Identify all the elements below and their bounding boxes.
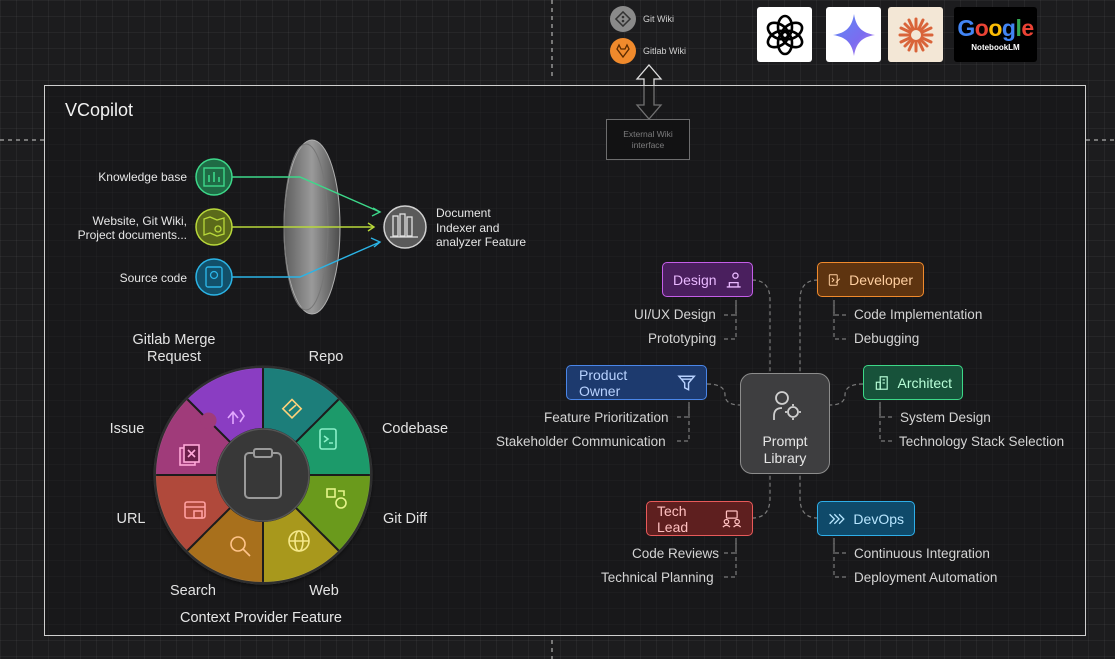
document-indexer-label: Document Indexer and analyzer Feature — [436, 206, 526, 250]
knowledge-base-icon — [195, 158, 233, 196]
merge-request-icon — [227, 409, 245, 424]
developer-item-2: Debugging — [854, 331, 920, 346]
issue-icon — [179, 444, 200, 466]
url-icon — [184, 501, 206, 519]
team-icon — [722, 509, 742, 527]
source-code-icon — [195, 258, 233, 296]
google-word: Google — [957, 15, 1034, 41]
doc-label-line1: Document — [436, 206, 491, 220]
issue-segment-knob — [200, 412, 217, 429]
gitlab-icon — [610, 38, 636, 64]
merge-request-label-line2: Request — [146, 349, 201, 365]
product-owner-role: Product Owner — [566, 365, 707, 400]
git-wiki-source: Git Wiki — [610, 6, 674, 32]
tech-lead-label: Tech Lead — [657, 502, 689, 535]
notebooklm-label: NotebookLM — [971, 43, 1020, 52]
devops-item-1: Continuous Integration — [854, 546, 990, 561]
website-label: Website, Git Wiki, Project documents... — [37, 214, 187, 242]
architect-label: Architect — [897, 374, 952, 391]
git-icon — [610, 6, 636, 32]
context-provider-title: Context Provider Feature — [180, 610, 342, 626]
architect-role: Architect — [863, 365, 963, 400]
devops-role: DevOps — [817, 501, 915, 536]
codebase-icon — [319, 428, 337, 450]
git-diff-label: Git Diff — [382, 511, 428, 527]
developer-icon — [828, 273, 841, 286]
prompt-library-center: Prompt Library — [740, 373, 830, 474]
design-label: Design — [673, 271, 717, 288]
devops-item-2: Deployment Automation — [854, 570, 998, 585]
openai-logo — [757, 7, 812, 62]
search-label: Search — [170, 583, 216, 599]
product-owner-item-2: Stakeholder Communication — [496, 434, 666, 449]
tech-lead-item-1: Code Reviews — [632, 546, 720, 561]
codebase-label: Codebase — [381, 421, 449, 437]
gitlab-wiki-source: Gitlab Wiki — [610, 38, 686, 64]
tech-lead-role: Tech Lead — [646, 501, 753, 536]
developer-label: Developer — [849, 271, 913, 288]
source-code-label: Source code — [119, 271, 187, 285]
pipeline-icon — [829, 513, 845, 524]
repo-icon — [281, 398, 303, 420]
repo-label: Repo — [308, 349, 344, 365]
architect-item-2: Technology Stack Selection — [899, 434, 1065, 449]
clipboard-center — [216, 428, 310, 522]
knowledge-base-arrow — [232, 176, 381, 213]
doc-label-line3: analyzer Feature — [436, 235, 527, 249]
context-provider-ring — [153, 365, 373, 585]
tech-lead-item-2: Technical Planning — [601, 570, 714, 585]
prompt-library-line1: Prompt — [762, 433, 808, 449]
gemini-logo — [826, 7, 881, 62]
architect-item-1: System Design — [900, 410, 991, 425]
git-wiki-label: Git Wiki — [643, 14, 674, 24]
google-notebooklm-logo: Google NotebookLM — [954, 7, 1037, 62]
design-item-1: UI/UX Design — [634, 307, 716, 322]
designer-icon — [726, 271, 741, 288]
person-gear-icon — [773, 391, 801, 420]
developer-role: Developer — [817, 262, 924, 297]
product-owner-item-1: Feature Prioritization — [544, 410, 669, 425]
web-icon — [288, 530, 310, 552]
source-code-arrow — [232, 241, 381, 278]
map-search-icon — [195, 208, 233, 246]
design-role: Design — [662, 262, 753, 297]
developer-item-1: Code Implementation — [854, 307, 983, 322]
merge-request-label-line1: Gitlab Merge — [132, 332, 216, 348]
claude-logo — [888, 7, 943, 62]
web-label: Web — [309, 583, 339, 599]
website-label-line1: Website, Git Wiki, — [92, 214, 187, 228]
merge-request-label: Gitlab Merge Request — [122, 332, 226, 366]
architect-icon — [875, 375, 888, 390]
funnel-icon — [677, 375, 696, 391]
product-owner-label: Product Owner — [579, 366, 628, 399]
devops-label: DevOps — [853, 510, 904, 527]
prompt-library-line2: Library — [763, 450, 807, 466]
search-icon — [230, 536, 251, 557]
issue-label: Issue — [109, 421, 145, 437]
document-indexer-icon — [383, 205, 427, 249]
ring-rim — [153, 365, 373, 585]
git-diff-icon — [326, 488, 347, 509]
document-indexer-diagram — [195, 139, 427, 315]
knowledge-base-label: Knowledge base — [98, 170, 187, 184]
design-item-2: Prototyping — [648, 331, 717, 346]
url-label: URL — [116, 511, 146, 527]
website-label-line2: Project documents... — [77, 228, 187, 242]
gitlab-wiki-label: Gitlab Wiki — [643, 46, 687, 56]
app-title: VCopilot — [65, 100, 134, 120]
doc-label-line2: Indexer and — [436, 220, 500, 235]
